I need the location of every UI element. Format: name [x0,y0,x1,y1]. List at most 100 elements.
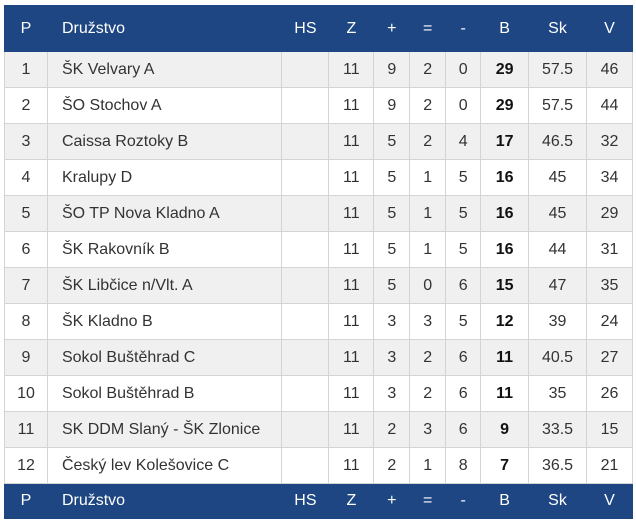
cell: 0 [445,87,482,124]
cell: 29 [480,51,530,88]
cell: 34 [585,159,634,196]
cell: Kralupy D [46,159,283,196]
cell: 5 [373,159,411,196]
cell: ŠK Velvary A [46,51,283,88]
cell: 5 [373,123,411,160]
cell: ŠK Kladno B [46,303,283,340]
cell: 21 [585,447,634,484]
cell: ŠO Stochov A [46,87,283,124]
cell: 46.5 [528,123,587,160]
cell: 11 [328,303,375,340]
hs-cell [281,159,330,196]
cell: 8 [445,447,482,484]
cell: 36.5 [528,447,587,484]
cell: 3 [373,375,411,412]
cell: Sokol Buštěhrad C [46,339,283,376]
cell: 1 [409,447,447,484]
hs-cell [281,267,330,304]
cell: 2 [409,123,447,160]
cell: 35 [585,267,634,304]
column-heading: B [480,483,530,519]
cell: 2 [409,87,447,124]
cell: 5 [373,231,411,268]
cell: 24 [585,303,634,340]
cell: 57.5 [528,87,587,124]
team-row: 8 ŠK Kladno B 11 3 3 5 12 39 24 [4,303,634,340]
header-row: P Družstvo HS Z + = - B Sk V [4,5,634,52]
hs-cell [281,303,330,340]
cell: 27 [585,339,634,376]
hs-cell [281,231,330,268]
cell: 33.5 [528,411,587,448]
cell: 29 [585,195,634,232]
team-row: 2 ŠO Stochov A 11 9 2 0 29 57.5 44 [4,87,634,124]
column-heading: Družstvo [46,5,283,52]
cell: 47 [528,267,587,304]
cell: 45 [528,195,587,232]
team-row: 9 Sokol Buštěhrad C 11 3 2 6 11 40.5 27 [4,339,634,376]
column-heading: P [4,5,48,52]
column-heading: - [445,483,482,519]
table-footer: P Družstvo HS Z + = - B Sk V [4,483,634,519]
column-heading: Sk [528,483,587,519]
team-row: 10 Sokol Buštěhrad B 11 3 2 6 11 35 26 [4,375,634,412]
cell: 11 [480,375,530,412]
cell: Český lev Kolešovice C [46,447,283,484]
cell: 16 [480,195,530,232]
cell: 2 [409,375,447,412]
cell: 40.5 [528,339,587,376]
cell: 9 [480,411,530,448]
cell: 6 [445,339,482,376]
cell: 26 [585,375,634,412]
cell: 5 [373,267,411,304]
column-heading: Sk [528,5,587,52]
cell: 11 [480,339,530,376]
cell: 4 [445,123,482,160]
cell: 11 [328,411,375,448]
cell: 5 [4,195,48,232]
cell: 12 [480,303,530,340]
cell: 11 [328,231,375,268]
cell: 6 [445,375,482,412]
column-heading: = [409,5,447,52]
cell: 11 [328,339,375,376]
column-heading: B [480,5,530,52]
cell: 7 [4,267,48,304]
cell: 5 [445,303,482,340]
cell: 0 [445,51,482,88]
cell: 7 [480,447,530,484]
cell: 57.5 [528,51,587,88]
column-heading: = [409,483,447,519]
column-heading: - [445,5,482,52]
cell: 9 [373,51,411,88]
hs-cell [281,411,330,448]
cell: Caissa Roztoky B [46,123,283,160]
cell: 5 [445,231,482,268]
hs-cell [281,51,330,88]
cell: 44 [585,87,634,124]
cell: 11 [328,159,375,196]
column-heading: + [373,483,411,519]
column-heading: P [4,483,48,519]
cell: 6 [445,411,482,448]
cell: 2 [409,51,447,88]
column-heading: Z [328,483,375,519]
cell: 15 [480,267,530,304]
cell: 5 [373,195,411,232]
cell: 1 [409,159,447,196]
cell: 17 [480,123,530,160]
hs-cell [281,123,330,160]
cell: 1 [409,231,447,268]
team-row: 5 ŠO TP Nova Kladno A 11 5 1 5 16 45 29 [4,195,634,232]
column-heading: HS [281,5,330,52]
table-header: P Družstvo HS Z + = - B Sk V [4,5,634,52]
cell: SK DDM Slaný - ŠK Zlonice [46,411,283,448]
cell: 1 [409,195,447,232]
cell: 11 [4,411,48,448]
column-heading: HS [281,483,330,519]
cell: 11 [328,375,375,412]
cell: 3 [409,303,447,340]
cell: 1 [4,51,48,88]
hs-cell [281,447,330,484]
